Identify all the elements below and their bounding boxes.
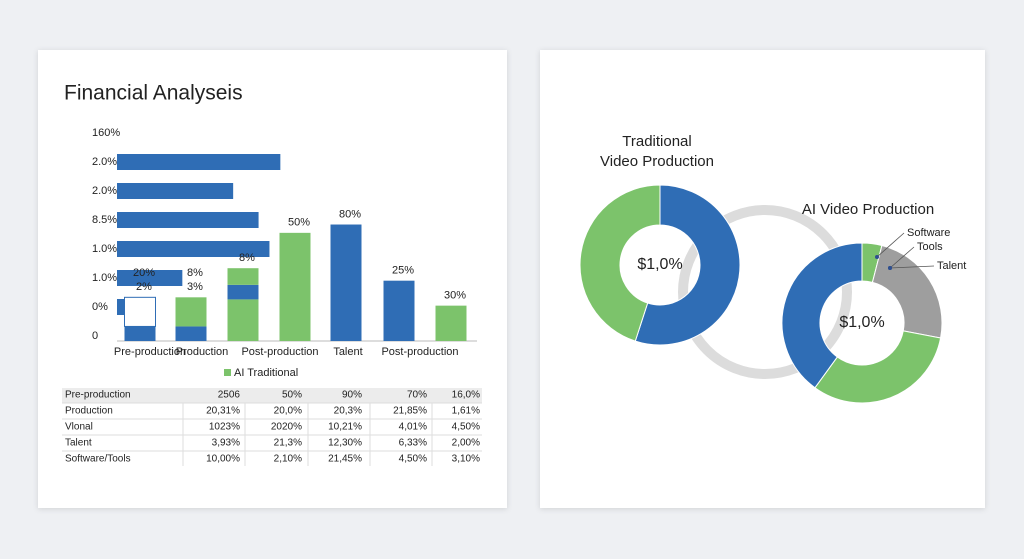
donut-title: AI Video Production xyxy=(802,201,934,218)
card-title: Financial Analyseis xyxy=(64,82,243,105)
table-cell: 16,0% xyxy=(452,390,480,401)
slice-annotation: Talent xyxy=(937,260,966,272)
x-label: Talent xyxy=(333,346,362,358)
h-bar xyxy=(117,270,183,286)
x-label: Post-production xyxy=(241,346,318,358)
y-label: 0 xyxy=(92,330,98,342)
donut-slice xyxy=(781,242,863,389)
bar-annotation: 2% xyxy=(136,281,152,293)
table-cell: 20,3% xyxy=(334,406,362,417)
legend-label: AI Traditional xyxy=(234,367,298,379)
table-cell: Production xyxy=(65,406,113,417)
table-cell: 70% xyxy=(407,390,427,401)
left-card xyxy=(38,50,507,508)
donut-title: Video Production xyxy=(600,153,714,170)
table-cell: 2,10% xyxy=(274,454,302,465)
y-label: 1.0% xyxy=(92,243,117,255)
y-label: 2.0% xyxy=(92,185,117,197)
bar-annotation: 80% xyxy=(339,208,361,220)
legend-swatch xyxy=(224,369,231,376)
table-cell: 2020% xyxy=(271,422,302,433)
table-cell: 3,10% xyxy=(452,454,480,465)
bar-segment xyxy=(175,297,207,327)
bar-segment xyxy=(279,232,311,341)
bar-segment xyxy=(227,268,259,285)
leader-line xyxy=(889,265,935,269)
table-cell: 21,3% xyxy=(274,438,302,449)
table-header-bg xyxy=(62,388,482,403)
bar-annotation: 25% xyxy=(392,265,414,277)
bar-segment xyxy=(227,299,259,341)
table-cell: 1,61% xyxy=(452,406,480,417)
table-cell: 4,01% xyxy=(399,422,427,433)
slice-annotation: Tools xyxy=(917,241,943,253)
table-cell: 50% xyxy=(282,390,302,401)
bar-annotation: 8% xyxy=(239,252,255,264)
bar-segment xyxy=(124,326,156,341)
y-label: 1.0% xyxy=(92,272,117,284)
leader-dot xyxy=(888,266,892,270)
table-cell: Talent xyxy=(65,438,92,449)
bar-segment xyxy=(175,326,207,341)
y-label: 160% xyxy=(92,127,120,139)
bar-annotation: 30% xyxy=(444,290,466,302)
bar-annotation: 8% xyxy=(187,267,203,279)
connector-ring xyxy=(678,205,852,379)
table-cell: Pre-production xyxy=(65,390,131,401)
leader-line xyxy=(876,232,905,258)
x-label: Pre-production xyxy=(114,346,186,358)
table-cell: 10,21% xyxy=(328,422,362,433)
table-cell: 4,50% xyxy=(399,454,427,465)
bar-segment xyxy=(435,305,467,341)
y-label: 8.5% xyxy=(92,214,117,226)
table-cell: 21,45% xyxy=(328,454,362,465)
table-cell: Vlonal xyxy=(65,422,93,433)
y-label: 2.0% xyxy=(92,156,117,168)
donut-title: Traditional xyxy=(622,133,691,150)
leader-line xyxy=(889,246,915,269)
h-bar xyxy=(117,183,234,199)
table-cell: 12,30% xyxy=(328,438,362,449)
table-cell: 90% xyxy=(342,390,362,401)
donut-slice xyxy=(634,184,741,346)
y-label: 0% xyxy=(92,301,108,313)
table-cell: 21,85% xyxy=(393,406,427,417)
bar-annotation: 50% xyxy=(288,217,310,229)
table-cell: 6,33% xyxy=(399,438,427,449)
table-cell: 3,93% xyxy=(212,438,240,449)
bar-segment xyxy=(124,296,156,327)
table-cell: 4,50% xyxy=(452,422,480,433)
table-cell: 10,00% xyxy=(206,454,240,465)
x-label: Production xyxy=(176,346,229,358)
table-cell: 1023% xyxy=(209,422,240,433)
donut-center-label: $1,0% xyxy=(839,314,884,331)
bar-annotation: 20% xyxy=(133,267,155,279)
bar-segment xyxy=(383,280,415,341)
x-label: Post-production xyxy=(381,346,458,358)
table-cell: 2506 xyxy=(218,390,241,401)
table-cell: Software/Tools xyxy=(65,454,131,465)
h-bar xyxy=(117,154,281,170)
donut-slice xyxy=(579,184,661,342)
slice-annotation: Software xyxy=(907,227,950,239)
bar-annotation: 3% xyxy=(187,281,203,293)
table-cell: 2,00% xyxy=(452,438,480,449)
table-cell: 20,31% xyxy=(206,406,240,417)
donut-slice xyxy=(814,330,942,404)
table-cell: 20,0% xyxy=(274,406,302,417)
h-bar xyxy=(117,212,259,228)
bar-segment xyxy=(330,224,362,341)
h-bar xyxy=(117,241,270,257)
leader-dot xyxy=(875,255,879,259)
bar-segment xyxy=(227,284,259,300)
donut-center-label: $1,0% xyxy=(637,256,682,273)
